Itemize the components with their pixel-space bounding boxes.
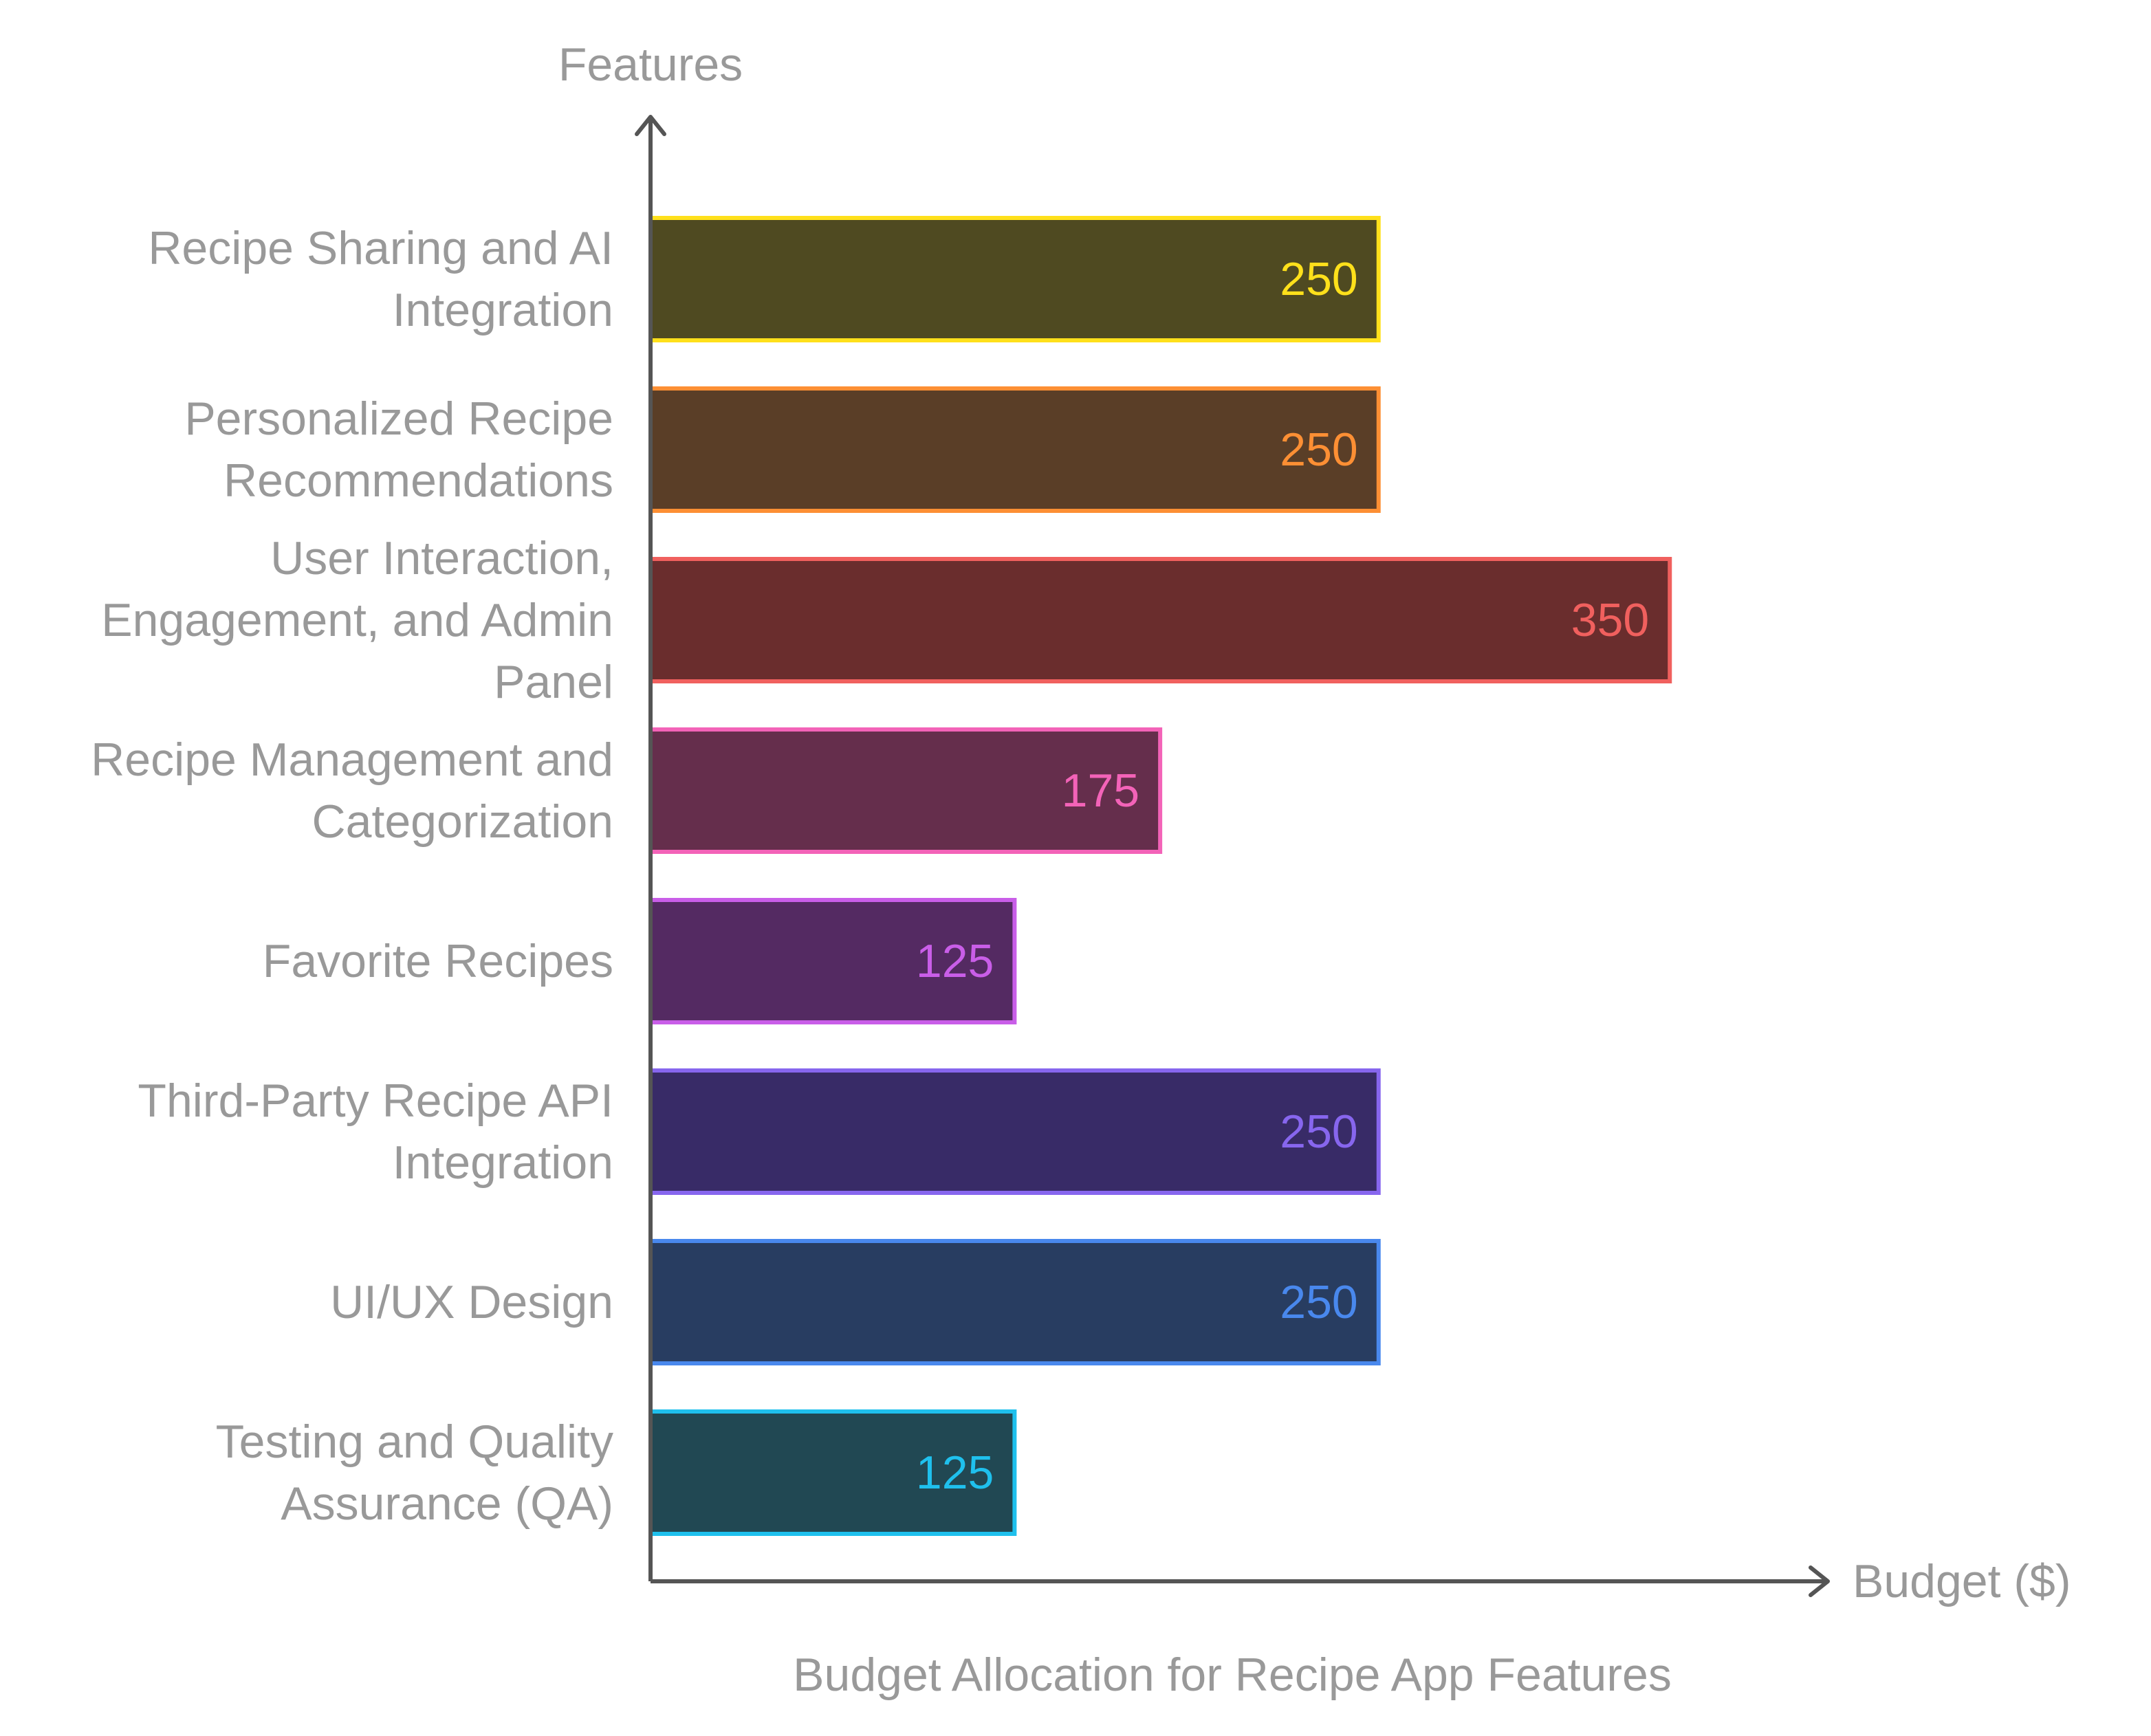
x-axis-label: Budget ($): [1853, 1555, 2071, 1607]
x-axis-arrow-icon: [1809, 1565, 1830, 1597]
category-label-line: Personalized Recipe: [184, 393, 613, 445]
axes-layer: Features Budget ($) Budget Allocation fo…: [558, 39, 2071, 1701]
category-label-line: Integration: [393, 284, 613, 336]
category-label-line: Recommendations: [223, 454, 613, 507]
category-label-line: UI/UX Design: [330, 1276, 613, 1328]
category-label-line: User Interaction,: [270, 532, 613, 584]
category-label-line: Engagement, and Admin: [101, 594, 613, 646]
category-label-1: Recipe Sharing and AI Integration: [148, 222, 613, 336]
bar-3: [648, 557, 1672, 683]
bar-value-label-7: 250: [1280, 1276, 1357, 1328]
bar-6: [648, 1068, 1381, 1195]
category-label-8: Testing and Quality Assurance (QA): [216, 1416, 613, 1530]
bar-8: [648, 1409, 1017, 1536]
category-label-6: Third-Party Recipe API Integration: [138, 1075, 613, 1189]
bar-7: [648, 1239, 1381, 1365]
chart-title: Budget Allocation for Recipe App Feature…: [793, 1649, 1672, 1701]
bar-value-label-8: 125: [916, 1447, 994, 1499]
bar-value-label-3: 350: [1571, 594, 1649, 646]
category-label-3: User Interaction, Engagement, and Admin Pa…: [101, 532, 613, 708]
category-label-line: Integration: [393, 1136, 613, 1189]
category-labels-layer: Recipe Sharing and AI Integration Personal…: [91, 222, 613, 1530]
category-label-line: Categorization: [312, 795, 613, 848]
y-axis-label: Features: [558, 39, 743, 91]
category-label-5: Favorite Recipes: [263, 935, 613, 987]
bars-layer: 250 250 350 175 125 250 250 125: [648, 216, 1672, 1536]
bar-value-label-6: 250: [1280, 1106, 1357, 1158]
category-label-line: Recipe Management and: [91, 734, 613, 786]
category-label-4: Recipe Management and Categorization: [91, 734, 613, 848]
bar-5: [648, 898, 1017, 1024]
category-label-line: Assurance (QA): [281, 1477, 613, 1530]
bar-value-label-4: 175: [1062, 765, 1139, 817]
category-label-2: Personalized Recipe Recommendations: [184, 393, 613, 507]
y-axis-arrow-icon: [635, 115, 666, 136]
category-label-line: Third-Party Recipe API: [138, 1075, 613, 1127]
category-label-line: Favorite Recipes: [263, 935, 613, 987]
bar-1: [648, 216, 1381, 342]
bar-2: [648, 386, 1381, 513]
bar-value-label-2: 250: [1280, 424, 1357, 476]
category-label-7: UI/UX Design: [330, 1276, 613, 1328]
bar-value-label-1: 250: [1280, 253, 1357, 305]
bar-value-label-5: 125: [916, 935, 994, 987]
category-label-line: Recipe Sharing and AI: [148, 222, 613, 274]
bar-4: [648, 727, 1163, 854]
category-label-line: Panel: [494, 656, 613, 708]
category-label-line: Testing and Quality: [216, 1416, 613, 1468]
